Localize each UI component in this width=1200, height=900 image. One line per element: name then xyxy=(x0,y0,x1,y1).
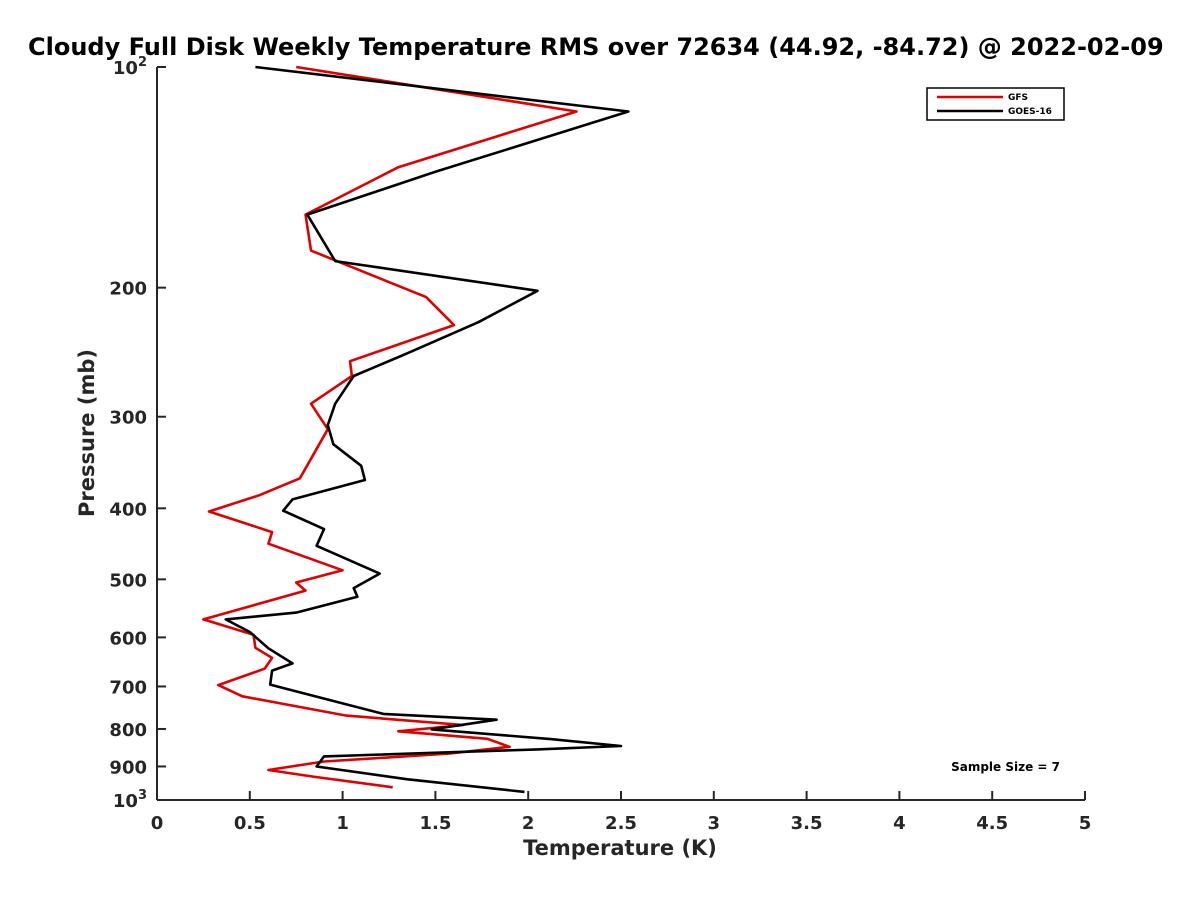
y-tick-label: 400 xyxy=(109,499,147,520)
x-tick-label: 2 xyxy=(522,813,535,834)
chart-title: Cloudy Full Disk Weekly Temperature RMS … xyxy=(28,33,1164,61)
series-line-gfs xyxy=(202,65,578,789)
x-tick-label: 0.5 xyxy=(234,813,266,834)
series-layer xyxy=(202,65,630,794)
x-tick-label: 1.5 xyxy=(419,813,451,834)
x-tick-label: 5 xyxy=(1079,813,1092,834)
legend-label: GOES-16 xyxy=(1008,107,1052,117)
y-tick-label: 500 xyxy=(109,570,147,591)
y-tick-label: 900 xyxy=(109,757,147,778)
legend: GFS GOES-16 xyxy=(926,87,1065,121)
x-tick-label: 3 xyxy=(708,813,721,834)
x-tick-label: 4.5 xyxy=(976,813,1008,834)
y-tick-label: 103 xyxy=(113,788,147,812)
axes-layer: 0 0.5 1 1.5 2 2.5 3 3.5 4 4.5 5 102 200 300 400 500 600 7… xyxy=(109,55,1091,834)
x-tick-label: 2.5 xyxy=(605,813,637,834)
x-tick-label: 3.5 xyxy=(791,813,823,834)
y-tick-label: 700 xyxy=(109,677,147,698)
y-axis-label: Pressure (mb) xyxy=(75,349,99,517)
legend-box xyxy=(926,87,1065,121)
sample-size-annotation: Sample Size = 7 xyxy=(951,760,1060,774)
x-tick-label: 1 xyxy=(336,813,349,834)
x-tick-label: 0 xyxy=(151,813,164,834)
series-line-goes-16 xyxy=(224,65,630,794)
x-tick-label: 4 xyxy=(893,813,906,834)
y-tick-label: 300 xyxy=(109,408,147,429)
y-tick-label: 600 xyxy=(109,628,147,649)
y-tick-label: 800 xyxy=(109,720,147,741)
legend-label: GFS xyxy=(1008,93,1028,103)
y-tick-label: 200 xyxy=(109,279,147,300)
y-tick-label: 102 xyxy=(113,55,147,79)
x-axis-label: Temperature (K) xyxy=(523,836,717,860)
